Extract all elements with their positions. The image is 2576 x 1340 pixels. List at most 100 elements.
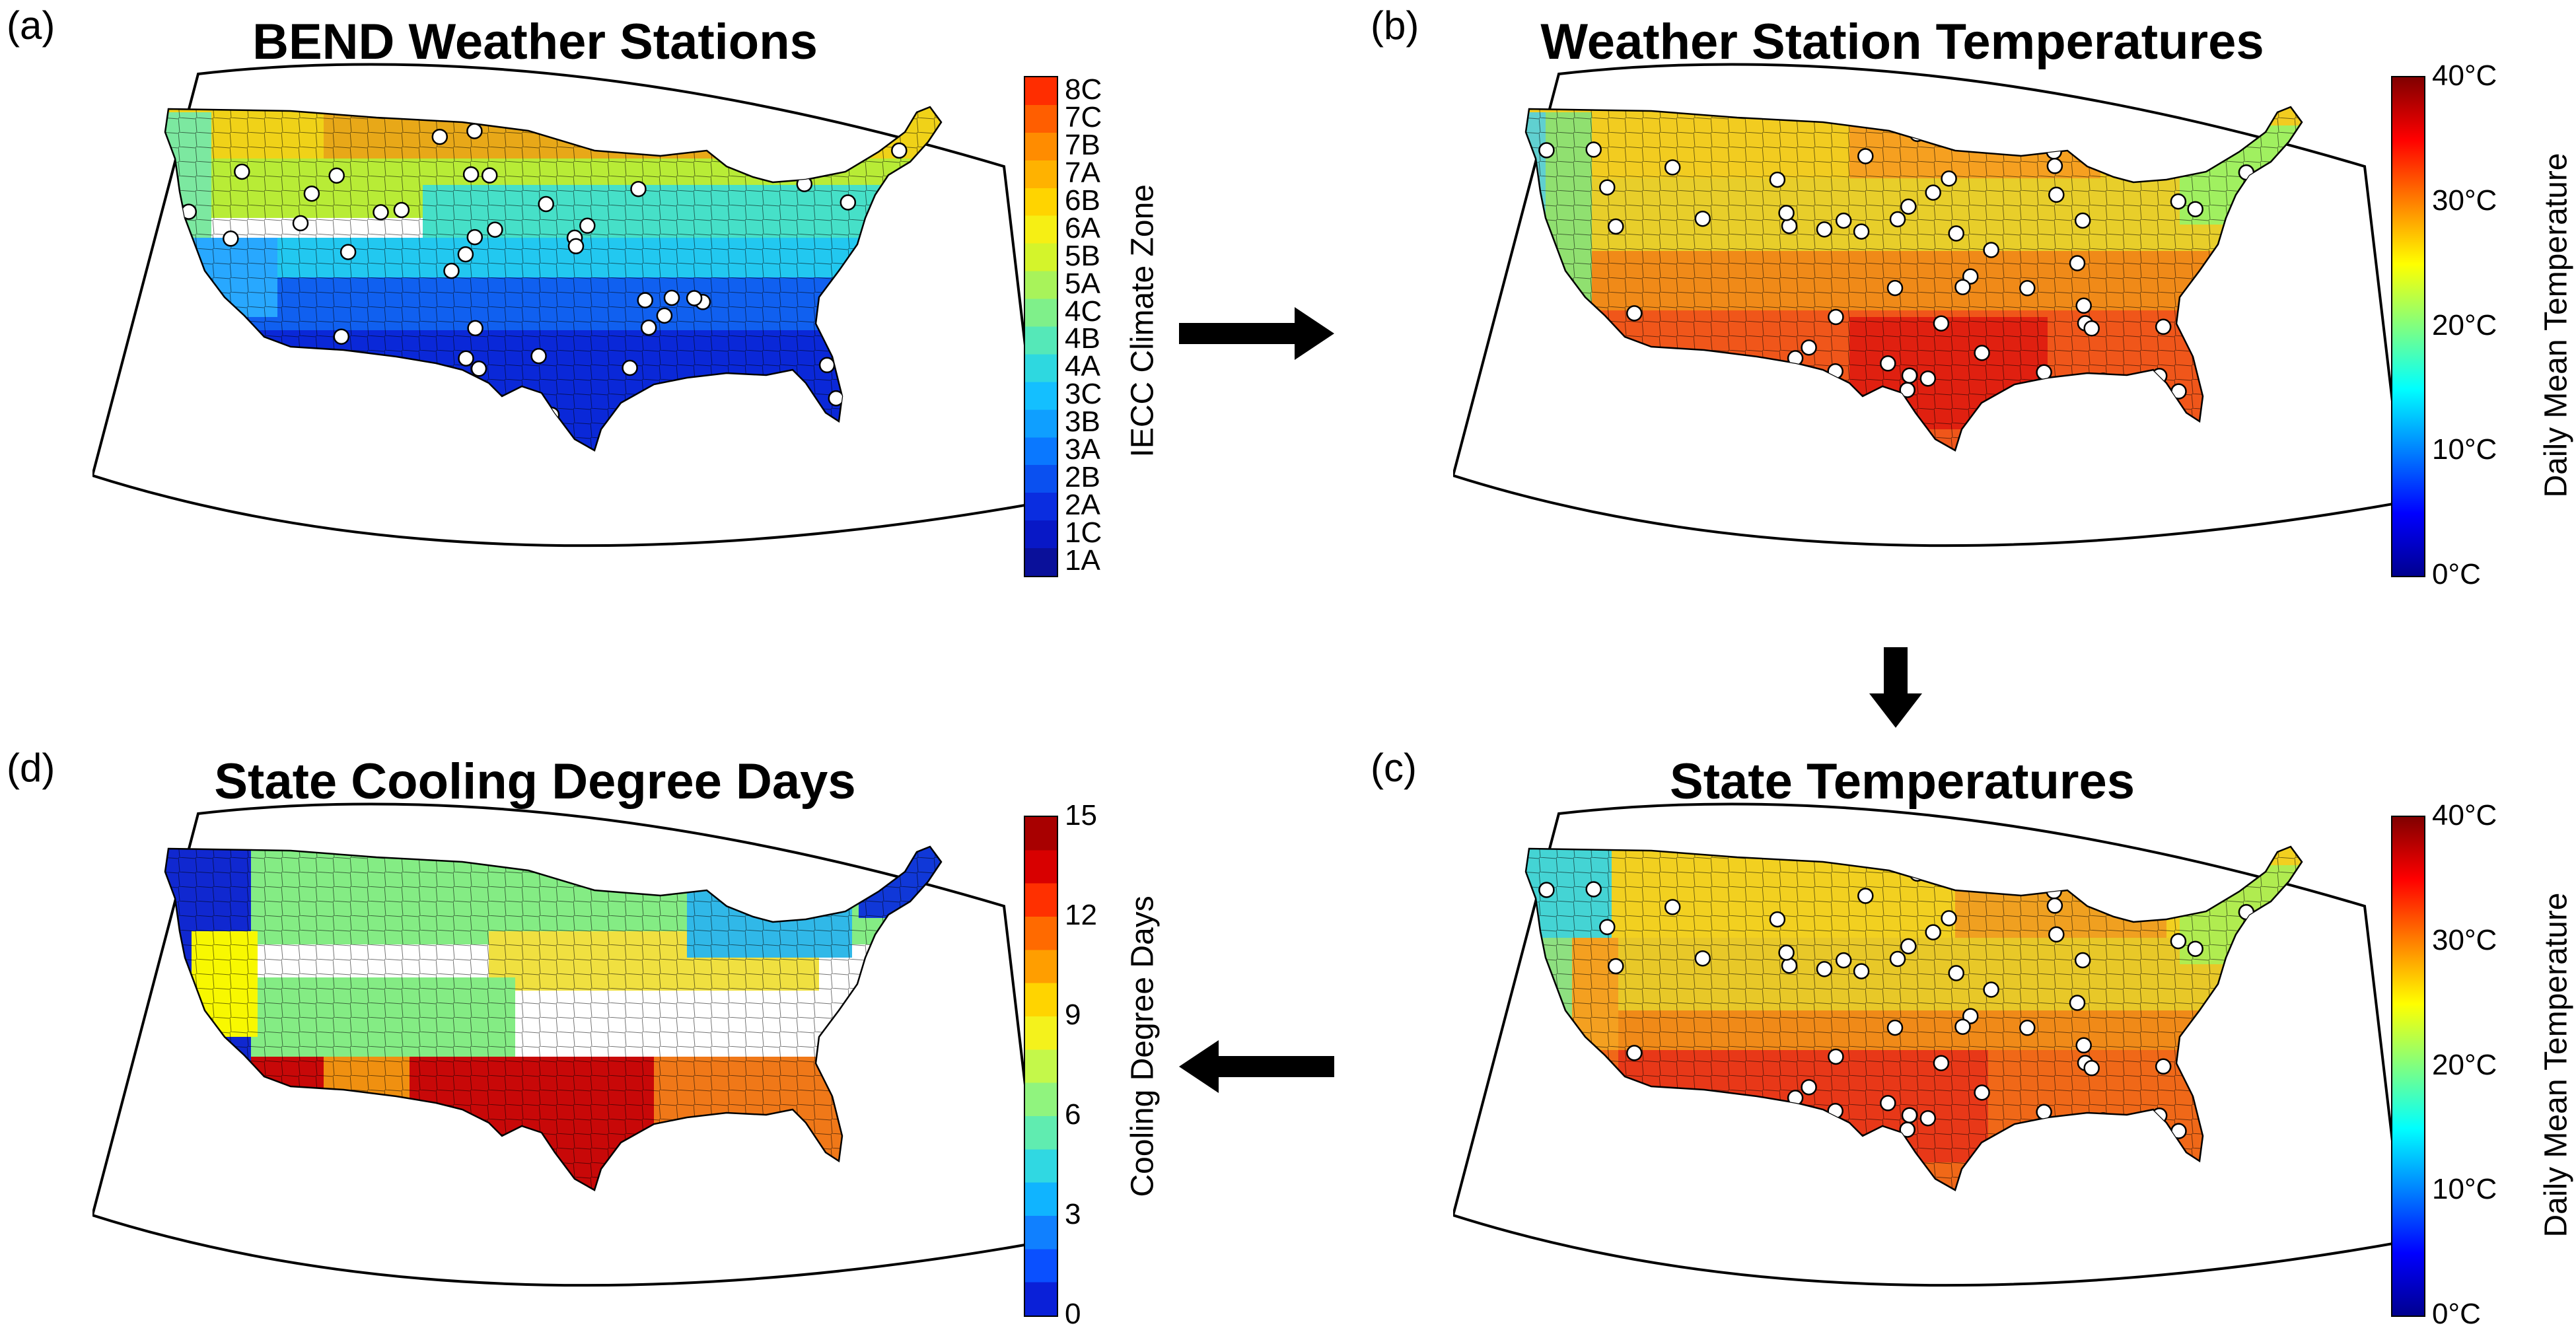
weather-station-marker [458,350,474,367]
weather-station-marker [1801,339,1817,356]
colorbar-d-tick: 6 [1065,1098,1081,1131]
weather-station-marker [1901,1107,1918,1123]
weather-station-marker [1816,221,1833,238]
colorbar-c-label: Daily Mean Temperature [2538,892,2574,1238]
weather-station-marker [1954,1018,1971,1035]
left-arrow-icon [1179,1040,1334,1093]
colorbar-c-tick: 40°C [2432,799,2497,831]
colorbar-a-tick: 7C [1065,100,1102,133]
colorbar-b-tick: 40°C [2432,59,2497,92]
colorbar-a-tick: 3C [1065,378,1102,411]
weather-station-marker [630,180,647,197]
us-outline [164,845,943,1191]
colorbar-b-tick: 10°C [2432,433,2497,466]
weather-station-marker [373,204,389,221]
weather-station-marker [1962,1008,1979,1024]
weather-station-marker [223,230,239,247]
panel-title-b: Weather Station Temperatures [1540,14,2264,70]
weather-station-marker [622,359,638,376]
map-b [1453,63,2404,547]
colorbar-a-tick: 8C [1065,73,1102,106]
colorbar-a-tick: 3A [1065,433,1100,466]
colorbar-c-tick: 0°C [2432,1298,2481,1330]
weather-station-marker [686,290,703,306]
weather-station-marker [1962,268,1979,285]
weather-station-marker [1919,370,1937,387]
weather-station-marker [1853,963,1870,979]
colorbar-a-label: IECC Climate Zone [1125,184,1161,458]
colorbar-d-tick: 12 [1065,899,1097,931]
weather-station-marker [1880,1095,1896,1111]
panel-letter-b: (b) [1371,3,1419,48]
weather-station-marker [891,142,908,159]
weather-station-marker [2083,320,2100,337]
weather-station-marker [1769,911,1786,928]
weather-station-marker [2048,926,2065,943]
panel-title-d: State Cooling Degree Days [214,754,856,810]
weather-station-marker [234,163,250,180]
colorbar-a-tick: 5B [1065,239,1100,272]
weather-station-marker [1585,141,1602,158]
weather-station-marker [530,347,547,365]
weather-station-marker [2074,212,2091,229]
weather-station-marker [567,238,585,255]
weather-station-marker [1954,279,1971,295]
weather-station-marker [1608,218,1624,235]
weather-station-marker [1900,938,1917,955]
colorbar-a-tick: 1C [1065,516,1102,549]
us-outline [164,106,943,452]
map-c [1453,802,2404,1287]
colorbar-b-label: Daily Mean Temperature [2538,153,2574,498]
colorbar-a-tick: 5A [1065,267,1100,300]
weather-station-marker [2170,933,2187,950]
weather-station-marker [393,201,410,219]
weather-station-marker [2187,940,2203,957]
weather-station-marker [466,123,483,139]
weather-station-marker [2069,995,2086,1011]
weather-station-marker [1816,961,1833,977]
weather-station-marker [292,215,309,232]
weather-station-marker [1941,170,1957,187]
weather-station-marker [1857,148,1874,164]
colorbar-d-tick: 9 [1065,999,1081,1031]
weather-station-marker [1919,1110,1937,1127]
weather-station-marker [656,307,673,324]
weather-station-marker [828,390,845,407]
colorbar-b-tick: 20°C [2432,308,2497,341]
weather-station-marker [2170,193,2187,210]
us-outline [1524,106,2303,452]
colorbar-b-tick: 30°C [2432,184,2497,217]
colorbar-c-tick: 20°C [2432,1048,2497,1081]
weather-station-marker [443,262,460,279]
weather-station-marker [1933,1055,1950,1071]
weather-station-marker [1538,142,1555,159]
weather-station-marker [470,361,487,377]
panel-letter-a: (a) [7,3,55,48]
colorbar-d-tick: 3 [1065,1198,1081,1230]
weather-station-marker [457,246,474,263]
weather-station-marker [1901,367,1918,384]
colorbar-b [2391,76,2425,577]
weather-station-marker [2046,898,2063,914]
weather-station-marker [1585,881,1602,898]
weather-station-marker [538,195,554,213]
colorbar-a-tick: 3B [1065,406,1100,439]
weather-station-marker [1828,308,1844,326]
down-arrow-icon [1869,647,1922,728]
weather-station-marker [1948,225,1964,242]
weather-station-marker [2075,1037,2092,1054]
weather-station-marker [1801,1078,1817,1096]
colorbar-a-tick: 4A [1065,350,1100,383]
colorbar-a-tick: 7A [1065,156,1100,189]
weather-station-marker [1664,899,1681,915]
colorbar-c-tick: 10°C [2432,1173,2497,1206]
panel-title-a: BEND Weather Stations [252,14,818,70]
colorbar-a-tick: 1A [1065,544,1100,577]
weather-station-marker [2155,318,2172,335]
colorbar-a-tick: 2B [1065,461,1100,494]
weather-station-marker [2083,1060,2100,1076]
colorbar-a-tick: 4C [1065,295,1102,328]
weather-station-marker [1941,910,1957,927]
colorbar-a [1024,76,1058,577]
colorbar-a-tick: 2A [1065,489,1100,522]
